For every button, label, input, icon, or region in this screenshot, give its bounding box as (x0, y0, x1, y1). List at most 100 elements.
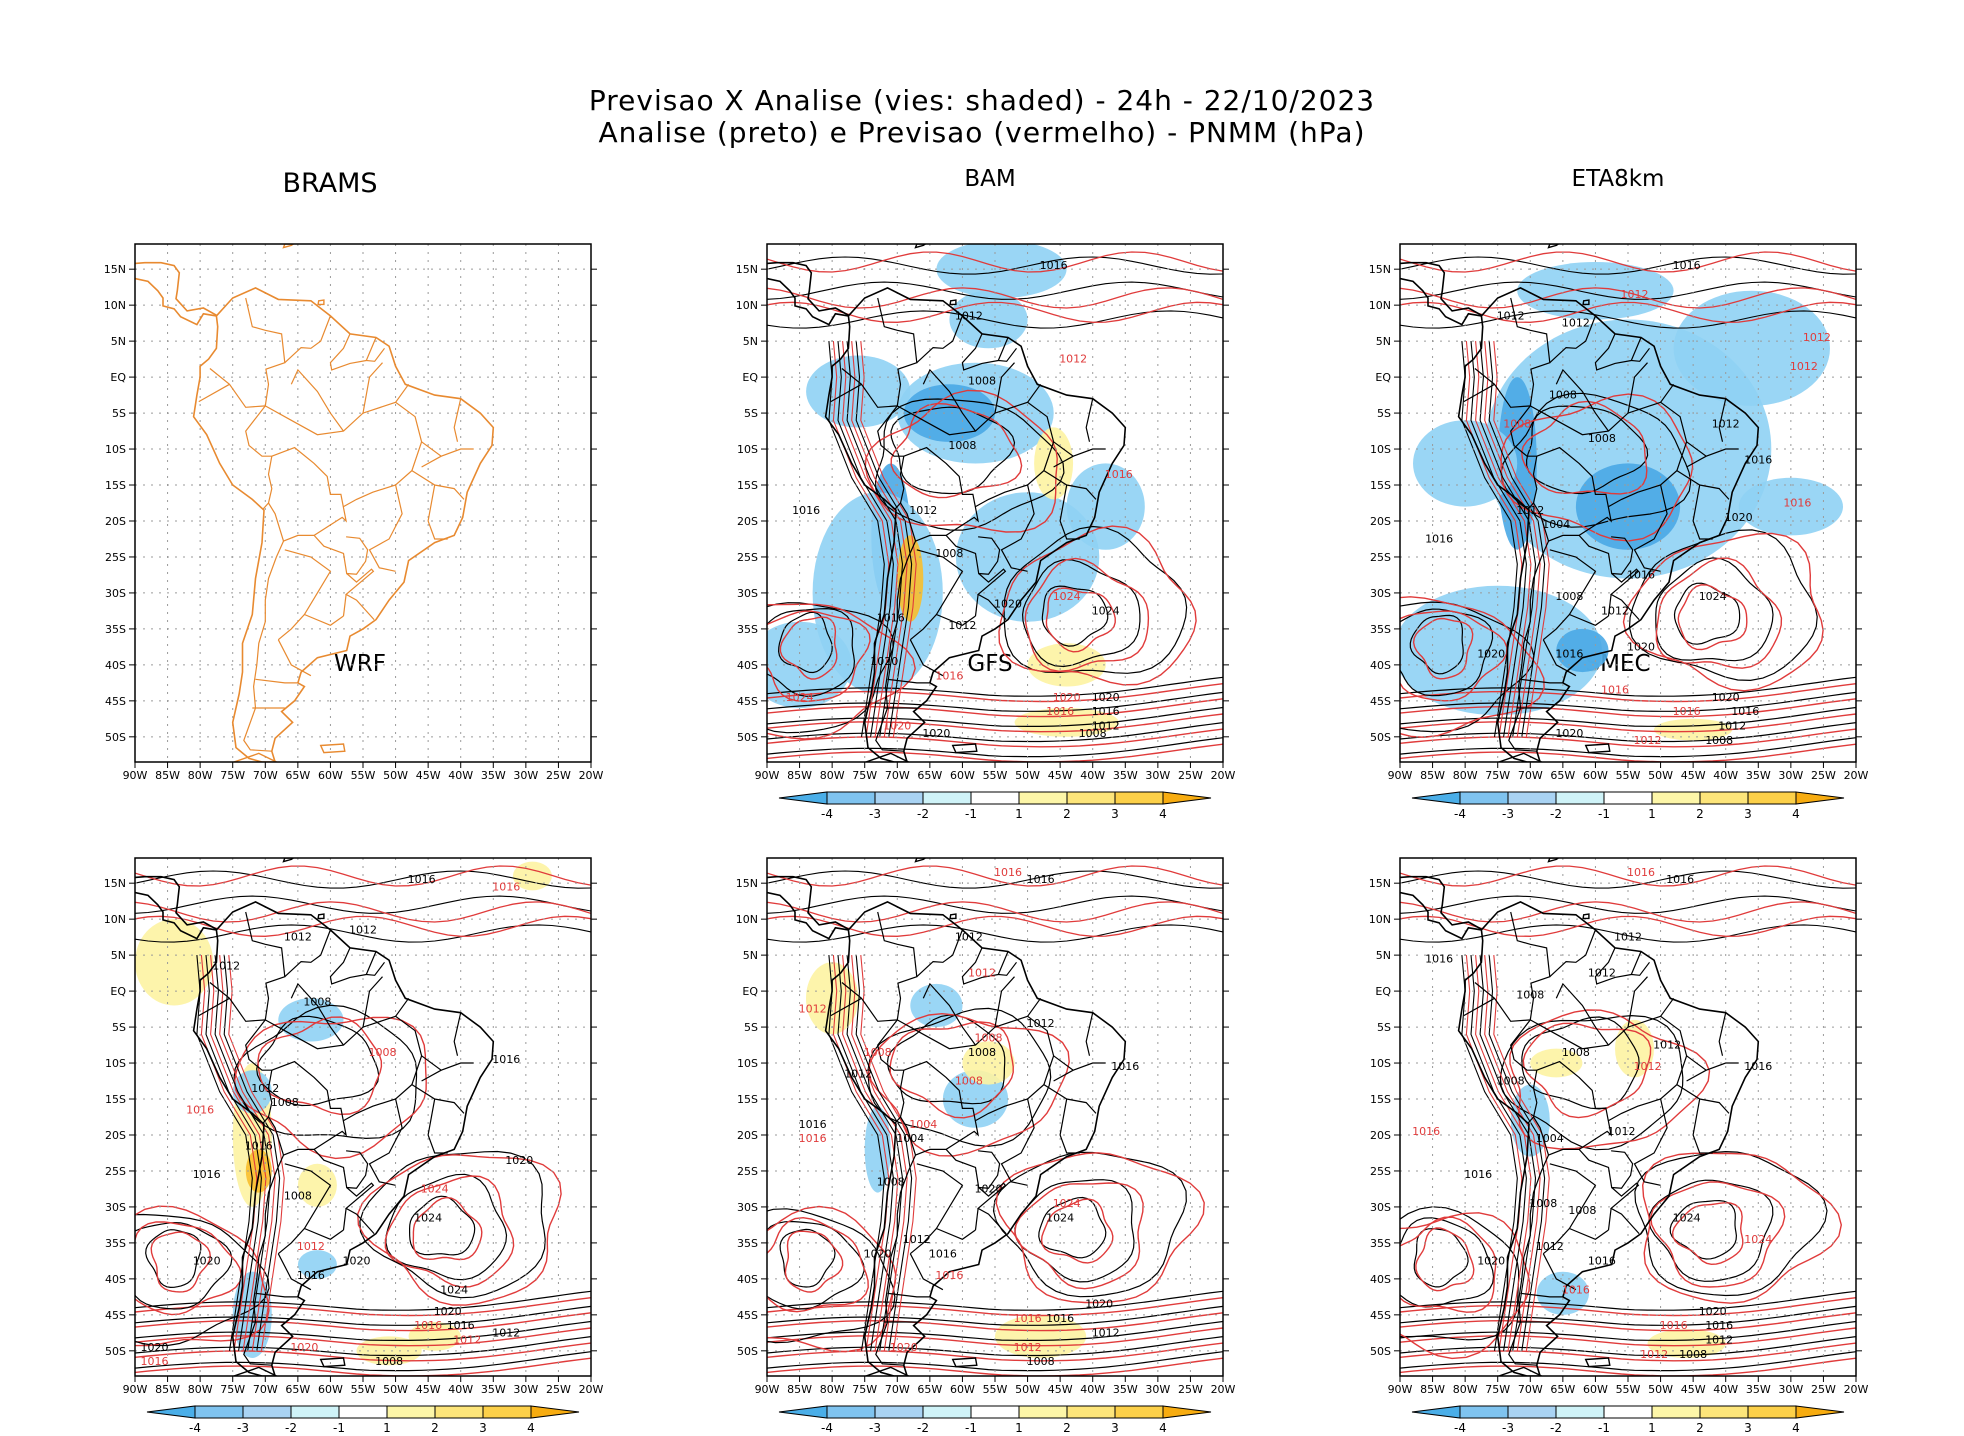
lon-label: 55W (1616, 769, 1641, 782)
country-border (1686, 1055, 1739, 1071)
analysis-isobar (1400, 608, 1494, 697)
analysis-isobar (767, 737, 1223, 758)
isobar-label: 1012 (1536, 1240, 1564, 1253)
bias-shading-area (962, 1041, 1015, 1085)
isobar-label: 1004 (896, 1132, 924, 1145)
isobar-label: 1020 (1053, 691, 1081, 704)
lat-label: EQ (110, 371, 126, 384)
forecast-isobar (767, 1312, 1223, 1332)
lon-label: 75W (852, 769, 877, 782)
coastline (1400, 875, 1482, 930)
country-border (909, 549, 964, 641)
analysis-isobar (1669, 1199, 1738, 1260)
isobar-label: 1020 (883, 720, 911, 733)
isobar-label: 1016 (1111, 1060, 1139, 1073)
forecast-isobar (1400, 610, 1508, 702)
analysis-isobar (1400, 1290, 1856, 1311)
isobar-label: 1016 (1105, 468, 1133, 481)
colorbar-segment (1651, 1405, 1701, 1419)
country-border (909, 1163, 964, 1255)
forecast-isobar (1415, 1227, 1475, 1292)
country-border (209, 911, 286, 1022)
country-border (887, 1292, 930, 1298)
analysis-isobar (855, 341, 913, 737)
colorbar-segment (146, 1405, 196, 1419)
lon-label: 70W (1518, 769, 1543, 782)
isobar-label: 1012 (1092, 1326, 1120, 1339)
country-border (1474, 297, 1551, 408)
isobar-label: 1004 (1536, 1132, 1564, 1145)
lon-label: 85W (787, 1383, 812, 1396)
country-border (1053, 1069, 1074, 1082)
country-border (265, 1015, 423, 1122)
isobar-label: 1016 (1588, 1255, 1616, 1268)
country-border (313, 534, 369, 575)
isobar-label: 1016 (994, 866, 1022, 879)
country-border (368, 1098, 403, 1186)
lon-label: 70W (1518, 1383, 1543, 1396)
isobar-label: 1024 (414, 1211, 442, 1224)
country-border (1555, 982, 1609, 1046)
country-border (342, 594, 347, 617)
analysis-isobar (992, 1151, 1187, 1298)
analysis-isobar (1499, 1014, 1684, 1151)
isobar-label: 1008 (935, 547, 963, 560)
lat-label: 25S (1370, 551, 1391, 564)
colorbar-tick-label: 2 (1696, 807, 1704, 821)
colorbar-segment (874, 1405, 924, 1419)
map-panel-brams: 15N 10N 5N EQ 5S 10S 15S 20S 25S 30S 35S 40S 45S 50S 9… (104, 243, 604, 782)
isobar-label: 1012 (1497, 310, 1525, 323)
isobar-label: 1020 (343, 1255, 371, 1268)
analysis-isobar (1409, 614, 1464, 675)
isobar-label: 1020 (290, 1341, 318, 1354)
lat-label: 45S (105, 1309, 126, 1322)
isobar-label: 1020 (864, 1247, 892, 1260)
isobar-label: 1020 (1627, 641, 1655, 654)
isobar-label: 1024 (1046, 1211, 1074, 1224)
country-border (209, 297, 286, 408)
lon-label: 85W (787, 769, 812, 782)
colorbar-segment (1747, 1405, 1797, 1419)
lat-label: 20S (1370, 515, 1391, 528)
lat-label: 15S (105, 479, 126, 492)
panel-title-bam: BAM (964, 166, 1016, 192)
lat-label: 50S (737, 1345, 758, 1358)
country-border (290, 368, 344, 432)
isobar-label: 1016 (447, 1319, 475, 1332)
island-outline (949, 299, 957, 306)
country-border (1607, 594, 1612, 617)
forecast-isobar (1641, 1152, 1843, 1304)
country-border (997, 337, 1017, 362)
lat-label: EQ (110, 985, 126, 998)
isobar-label: 1020 (141, 1341, 169, 1354)
colorbar-tick-label: 4 (527, 1421, 535, 1435)
colorbar-segment (970, 1405, 1020, 1419)
lat-label: 25S (105, 551, 126, 564)
isobar-label: 1016 (1046, 1312, 1074, 1325)
forecast-isobar (1400, 743, 1856, 762)
analysis-isobar (846, 341, 904, 737)
forecast-isobar (767, 1327, 1223, 1347)
lon-label: 45W (1048, 1383, 1073, 1396)
lat-label: 50S (105, 1345, 126, 1358)
forecast-isobar (1400, 1342, 1856, 1362)
forecast-isobar (767, 1357, 1223, 1376)
isobar-label: 1020 (1085, 1298, 1113, 1311)
lat-label: 20S (105, 1129, 126, 1142)
isobar-label: 1012 (1640, 1348, 1668, 1361)
lat-label: 5S (112, 407, 126, 420)
country-border (304, 613, 344, 626)
lon-label: 35W (1746, 1383, 1771, 1396)
forecast-isobar (135, 1327, 591, 1347)
bias-shading-area (1654, 718, 1733, 741)
country-border (329, 333, 367, 371)
isobar-label: 1024 (1092, 605, 1120, 618)
isobar-label: 1008 (948, 439, 976, 452)
isobar-label: 1016 (1464, 1168, 1492, 1181)
analysis-isobar (1461, 341, 1518, 737)
isobar-label: 1020 (1555, 727, 1583, 740)
country-border (243, 540, 285, 752)
country-border (945, 1148, 1001, 1189)
bias-shading-area (297, 1250, 337, 1279)
isobar-label: 1016 (1046, 705, 1074, 718)
